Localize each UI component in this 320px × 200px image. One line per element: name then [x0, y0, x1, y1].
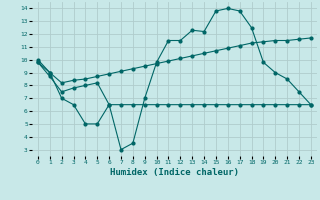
X-axis label: Humidex (Indice chaleur): Humidex (Indice chaleur) — [110, 168, 239, 177]
